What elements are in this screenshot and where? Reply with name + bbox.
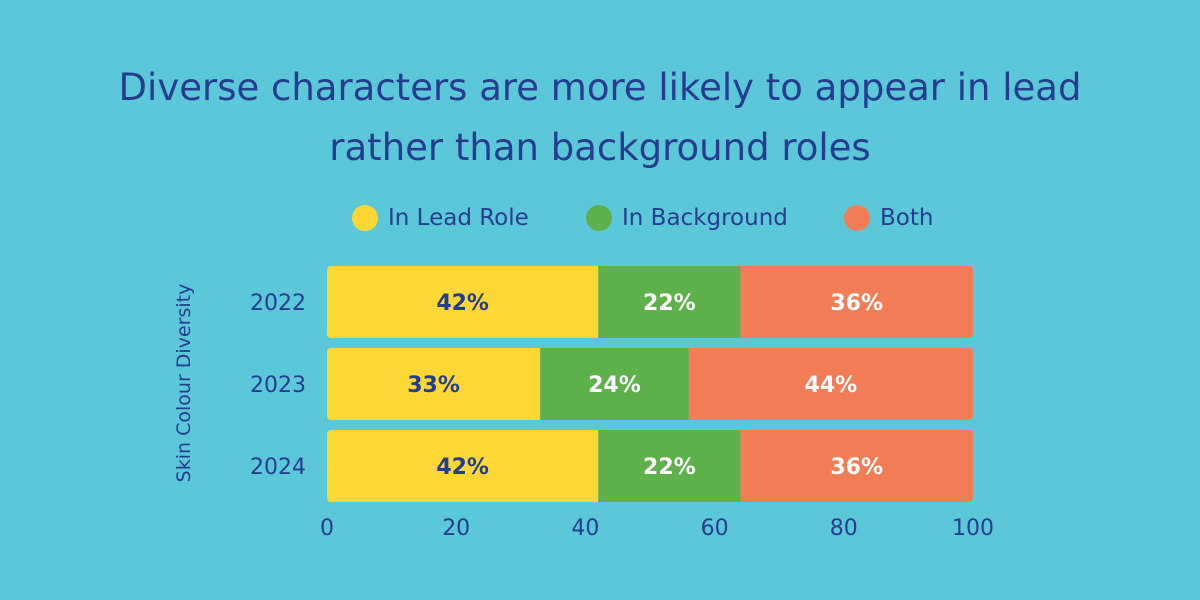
legend-label-background: In Background <box>622 205 788 231</box>
x-tick-40: 40 <box>571 516 599 541</box>
bar-in-background-2024 <box>598 430 741 502</box>
chart-title: Diverse characters are more likely to ap… <box>118 66 1082 169</box>
bar-both-2023 <box>688 348 973 420</box>
data-label-both-2023: 44% <box>805 373 858 398</box>
legend-item-lead: In Lead Role <box>352 200 529 236</box>
bar-both-2024 <box>740 430 973 502</box>
category-label-2024: 2024 <box>250 455 306 480</box>
bar-in-lead-role-2022 <box>327 266 599 338</box>
bar-in-background-2022 <box>598 266 741 338</box>
bar-in-lead-role-2023 <box>327 348 541 420</box>
legend-item-both: Both <box>844 200 933 236</box>
bar-row-2022 <box>327 266 973 338</box>
legend-swatch-lead <box>352 205 378 231</box>
bar-both-2022 <box>740 266 973 338</box>
legend-swatch-both <box>844 205 870 231</box>
bar-row-2023 <box>327 348 973 420</box>
legend-label-both: Both <box>880 205 934 231</box>
data-label-both-2024: 36% <box>830 455 883 480</box>
data-label-in-lead-role-2023: 33% <box>407 373 460 398</box>
bar-in-background-2023 <box>540 348 689 420</box>
category-label-2022: 2022 <box>250 291 306 316</box>
bar-in-lead-role-2024 <box>327 430 599 502</box>
legend-item-background: In Background <box>586 200 788 236</box>
x-tick-0: 0 <box>320 516 334 541</box>
x-tick-60: 60 <box>701 516 729 541</box>
x-tick-20: 20 <box>442 516 470 541</box>
data-label-in-background-2024: 22% <box>643 455 696 480</box>
bar-row-2024 <box>327 430 973 502</box>
data-label-in-background-2022: 22% <box>643 291 696 316</box>
data-label-in-lead-role-2024: 42% <box>436 455 489 480</box>
data-label-in-lead-role-2022: 42% <box>436 291 489 316</box>
x-tick-100: 100 <box>952 516 994 541</box>
legend-label-lead: In Lead Role <box>388 205 529 231</box>
data-label-both-2022: 36% <box>830 291 883 316</box>
category-label-2023: 2023 <box>250 373 306 398</box>
data-label-in-background-2023: 24% <box>588 373 641 398</box>
x-tick-80: 80 <box>830 516 858 541</box>
legend-swatch-background <box>586 205 612 231</box>
